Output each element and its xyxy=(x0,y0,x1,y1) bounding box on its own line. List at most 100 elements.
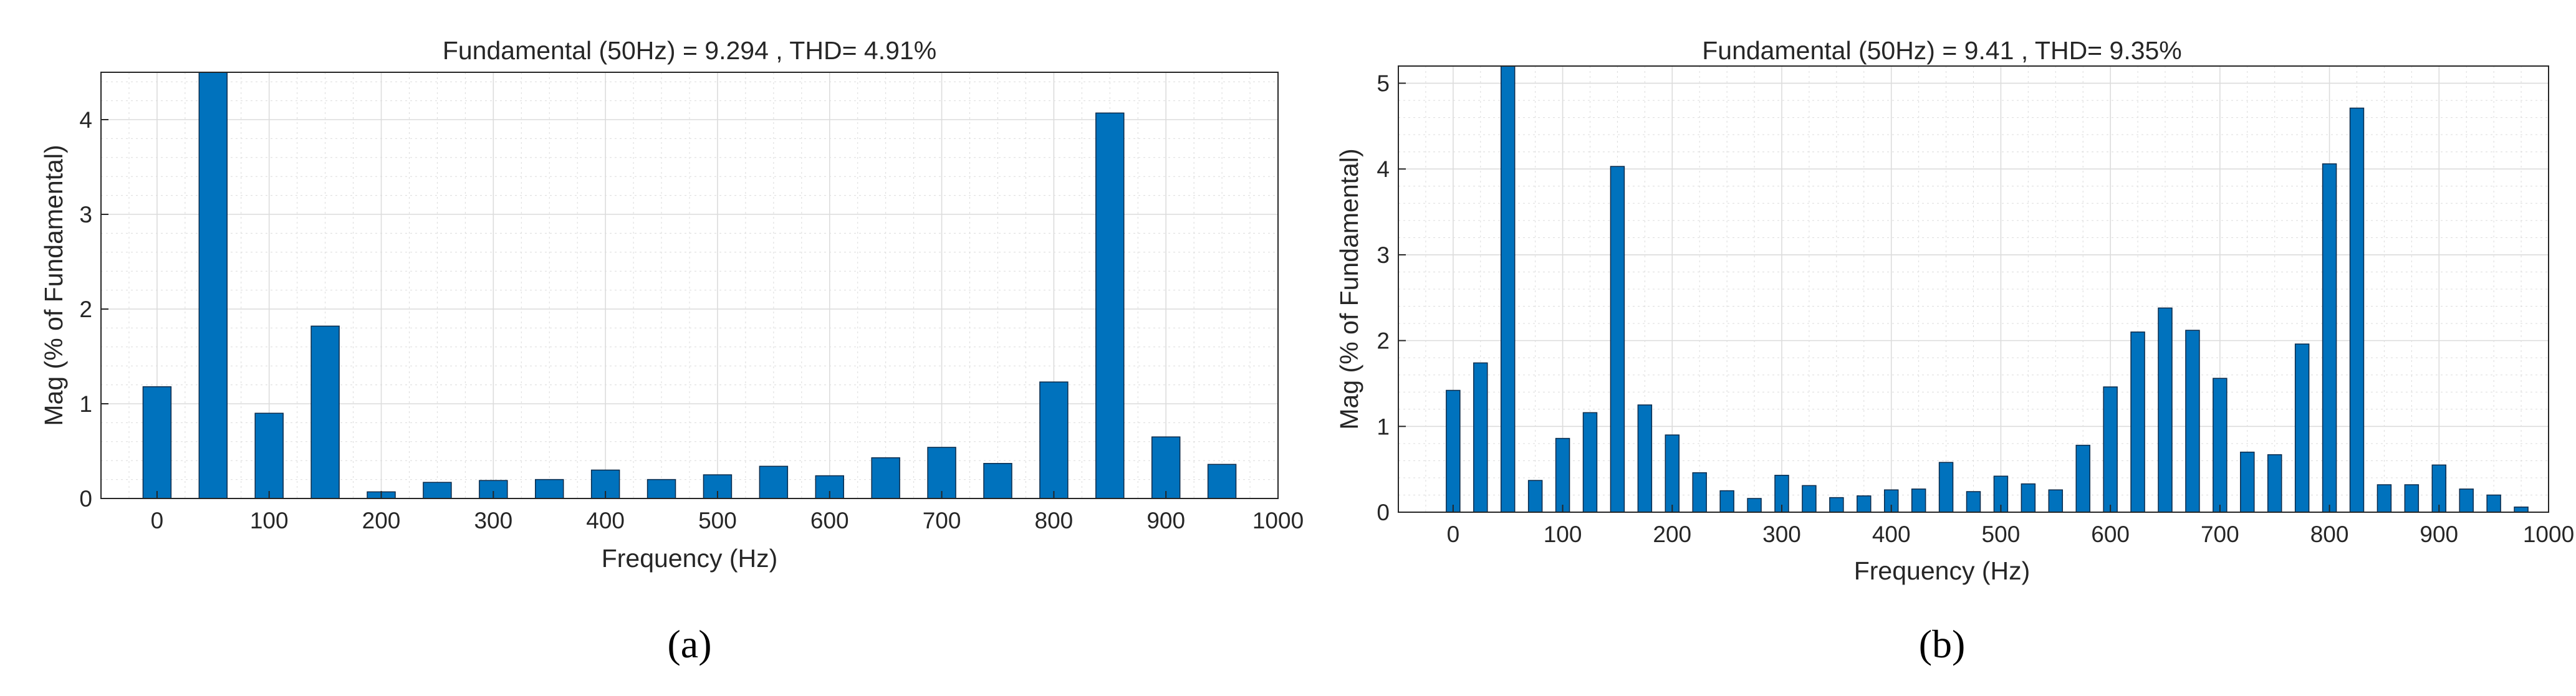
x-tick-label: 500 xyxy=(1982,522,2021,547)
bar-b-750hz xyxy=(2267,454,2282,513)
y-tick-label: 4 xyxy=(1377,156,1390,182)
y-axis-label-a: Mag (% of Fundamental) xyxy=(39,145,68,426)
bars-b xyxy=(1446,65,2529,513)
bar-b-125hz xyxy=(1582,412,1598,513)
x-tick-label: 200 xyxy=(1653,522,1691,547)
bar-a-450hz xyxy=(646,479,676,499)
x-tick-label: 100 xyxy=(1544,522,1582,547)
bar-b-675hz xyxy=(2185,330,2200,513)
bar-b-0hz xyxy=(1446,389,1461,513)
x-tick-label: 200 xyxy=(362,508,401,533)
bar-b-600hz xyxy=(2103,386,2118,513)
x-tick-label: 100 xyxy=(250,508,289,533)
bar-b-475hz xyxy=(1966,491,1981,513)
x-tick-label: 900 xyxy=(2420,522,2458,547)
bar-b-875hz xyxy=(2404,484,2420,513)
bar-a-950hz xyxy=(1207,464,1237,499)
bar-b-550hz xyxy=(2048,489,2064,513)
y-tick-label: 1 xyxy=(1377,414,1390,439)
bar-a-850hz xyxy=(1095,112,1125,499)
x-tick-label: 700 xyxy=(923,508,961,533)
bar-b-100hz xyxy=(1555,437,1570,513)
bar-b-250hz xyxy=(1719,490,1734,513)
bar-b-425hz xyxy=(1911,489,1926,513)
x-tick-label: 300 xyxy=(474,508,512,533)
panel-label-a: (a) xyxy=(667,622,711,666)
x-tick-label: 300 xyxy=(1762,522,1801,547)
x-tick-label: 400 xyxy=(1872,522,1911,547)
bar-b-850hz xyxy=(2377,484,2392,513)
bars-a xyxy=(142,72,1237,499)
x-tick-label: 1000 xyxy=(1252,508,1304,533)
bar-b-25hz xyxy=(1473,362,1488,513)
bar-b-925hz xyxy=(2459,489,2474,513)
bar-b-175hz xyxy=(1637,404,1653,513)
chart-panel-b: Fundamental (50Hz) = 9.41 , THD= 9.35% 0… xyxy=(1335,36,2574,666)
bar-a-900hz xyxy=(1151,436,1181,499)
x-tick-label: 0 xyxy=(1447,522,1460,547)
chart-title-a: Fundamental (50Hz) = 9.294 , THD= 4.91% xyxy=(443,36,936,65)
y-tick-label: 4 xyxy=(79,107,92,133)
bar-a-250hz xyxy=(423,482,452,499)
panel-label-b: (b) xyxy=(1919,622,1966,666)
x-axis-label-a: Frequency (Hz) xyxy=(602,544,778,573)
bar-b-325hz xyxy=(1802,485,1817,513)
x-tick-label: 600 xyxy=(810,508,849,533)
y-tick-label: 2 xyxy=(1377,328,1390,354)
plot-frame-b xyxy=(1398,65,2549,513)
bar-a-0hz xyxy=(142,386,172,499)
bar-a-350hz xyxy=(535,479,564,499)
bar-b-50hz xyxy=(1500,65,1516,513)
x-tick-label: 400 xyxy=(586,508,625,533)
x-tick-label: 800 xyxy=(1035,508,1074,533)
bar-b-775hz xyxy=(2294,343,2310,513)
bar-a-50hz xyxy=(198,72,228,499)
x-axis-label-b: Frequency (Hz) xyxy=(1854,556,2031,585)
bar-b-725hz xyxy=(2240,451,2255,513)
y-ticks-a: 0 1 2 3 4 xyxy=(79,107,108,512)
y-ticks-b: 0 1 2 3 4 5 xyxy=(1377,71,1406,525)
bar-b-200hz xyxy=(1665,434,1680,513)
y-tick-label: 3 xyxy=(79,202,92,227)
x-tick-label: 700 xyxy=(2201,522,2239,547)
y-tick-label: 5 xyxy=(1377,71,1390,97)
bar-b-800hz xyxy=(2322,163,2337,513)
y-tick-label: 2 xyxy=(79,297,92,322)
bar-b-375hz xyxy=(1857,495,1872,513)
bar-a-100hz xyxy=(254,412,284,499)
x-tick-label: 500 xyxy=(698,508,737,533)
bar-b-950hz xyxy=(2486,494,2501,513)
bar-a-800hz xyxy=(1039,381,1069,499)
bar-b-450hz xyxy=(1938,462,1954,513)
y-tick-label: 0 xyxy=(79,486,92,512)
x-ticks-a: 0 100 200 300 400 500 600 700 800 900 1000 xyxy=(151,491,1304,533)
x-tick-label: 600 xyxy=(2091,522,2130,547)
bar-b-525hz xyxy=(2021,483,2036,513)
bar-b-700hz xyxy=(2213,378,2228,513)
bar-b-350hz xyxy=(1829,497,1844,513)
bar-b-225hz xyxy=(1692,472,1707,513)
bar-b-75hz xyxy=(1527,480,1543,513)
bar-a-700hz xyxy=(927,447,956,499)
grid-b xyxy=(1398,65,2549,512)
y-axis-label-b: Mag (% of Fundamental) xyxy=(1335,148,1363,429)
x-tick-label: 0 xyxy=(151,508,164,533)
bar-b-825hz xyxy=(2349,107,2365,513)
x-tick-label: 1000 xyxy=(2523,522,2574,547)
chart-title-b: Fundamental (50Hz) = 9.41 , THD= 9.35% xyxy=(1702,36,2182,65)
bar-a-550hz xyxy=(759,465,789,499)
bar-b-575hz xyxy=(2075,444,2090,513)
bar-b-275hz xyxy=(1747,498,1762,513)
y-tick-label: 0 xyxy=(1377,500,1390,525)
x-ticks-b: 0 100 200 300 400 500 600 700 800 900 1000 xyxy=(1447,505,2574,547)
x-tick-label: 800 xyxy=(2310,522,2349,547)
bar-a-150hz xyxy=(310,325,340,499)
bar-a-650hz xyxy=(871,457,900,499)
plot-frame-a xyxy=(100,72,1279,499)
y-tick-label: 1 xyxy=(79,391,92,417)
chart-panel-a: Fundamental (50Hz) = 9.294 , THD= 4.91% … xyxy=(39,36,1304,666)
bar-b-150hz xyxy=(1610,166,1625,513)
bar-b-650hz xyxy=(2158,307,2173,513)
bar-b-625hz xyxy=(2130,331,2145,513)
